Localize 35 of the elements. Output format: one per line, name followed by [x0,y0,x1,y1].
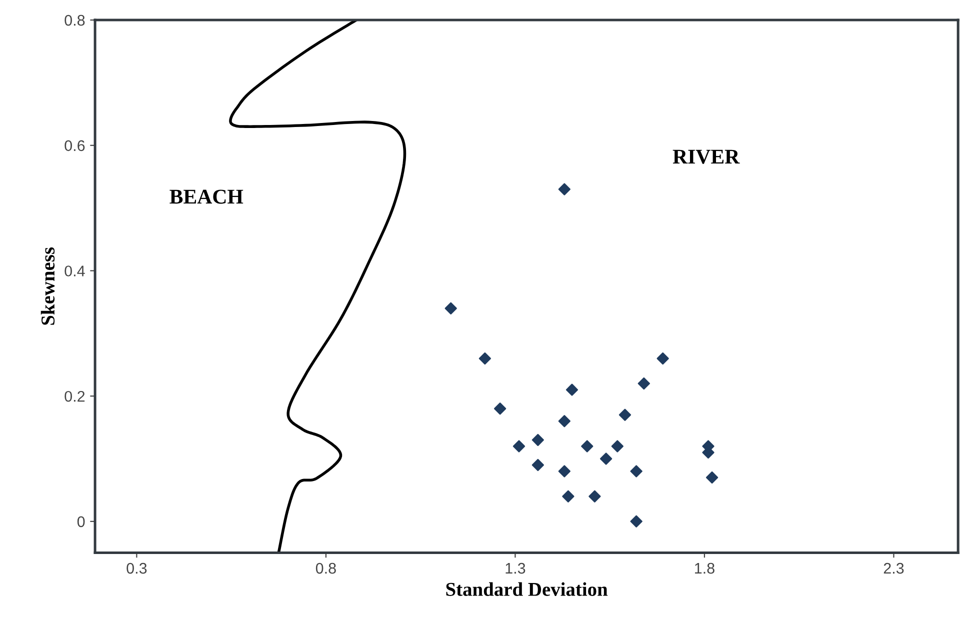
point [618,408,632,421]
point [630,465,642,478]
point [494,402,506,415]
point [444,302,457,314]
point [581,440,594,452]
point [558,183,570,196]
x-tick-label: 1.8 [695,562,714,574]
y-tick-label: 0.8 [64,14,85,26]
point [562,490,574,502]
y-tick-label: 0.6 [64,140,85,152]
point [566,384,578,396]
x-axis-title: Standard Deviation [446,582,608,596]
x-tick-label: 0.8 [316,562,336,574]
point [706,471,718,484]
y-axis-title: Skewness [40,247,55,325]
x-tick-label: 2.3 [884,562,904,574]
point [600,452,612,465]
point [630,515,642,528]
point [532,458,544,472]
y-tick-label: 0.4 [64,266,85,276]
x-tick-label: 0.3 [126,562,147,574]
annotation: RIVER [672,150,740,164]
annotation: BEACH [170,190,244,204]
point [588,490,601,502]
point [532,434,544,446]
point [478,352,491,365]
point [558,415,570,428]
point [611,440,624,452]
y-tick-label: 0 [77,516,85,528]
y-tick-label: 0.2 [64,390,85,402]
point [638,377,650,390]
x-tick-label: 1.3 [506,562,526,574]
point [512,440,526,452]
point [656,352,669,365]
point [558,465,570,478]
